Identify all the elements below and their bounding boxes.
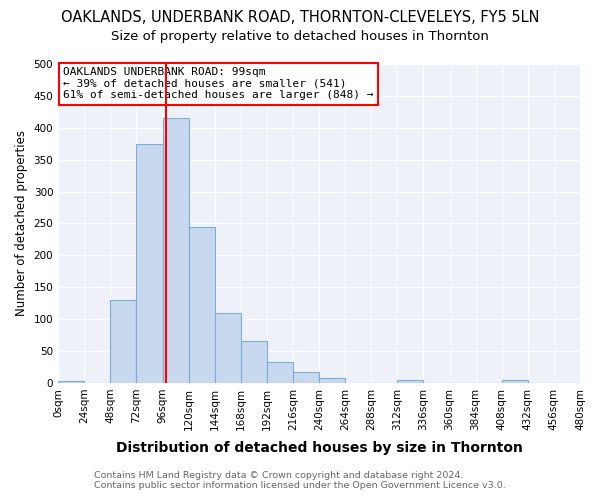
- Bar: [188, 226, 215, 383]
- Bar: [110, 300, 136, 383]
- Bar: [502, 380, 528, 383]
- Bar: [163, 118, 188, 383]
- X-axis label: Distribution of detached houses by size in Thornton: Distribution of detached houses by size …: [116, 441, 523, 455]
- Y-axis label: Number of detached properties: Number of detached properties: [15, 130, 28, 316]
- Text: Contains HM Land Registry data © Crown copyright and database right 2024.
Contai: Contains HM Land Registry data © Crown c…: [94, 470, 506, 490]
- Bar: [136, 144, 163, 383]
- Bar: [267, 362, 293, 383]
- Bar: [58, 381, 84, 383]
- Bar: [319, 378, 345, 383]
- Text: OAKLANDS UNDERBANK ROAD: 99sqm
← 39% of detached houses are smaller (541)
61% of: OAKLANDS UNDERBANK ROAD: 99sqm ← 39% of …: [64, 67, 374, 100]
- Text: Size of property relative to detached houses in Thornton: Size of property relative to detached ho…: [111, 30, 489, 43]
- Text: OAKLANDS, UNDERBANK ROAD, THORNTON-CLEVELEYS, FY5 5LN: OAKLANDS, UNDERBANK ROAD, THORNTON-CLEVE…: [61, 10, 539, 25]
- Bar: [293, 372, 319, 383]
- Bar: [215, 312, 241, 383]
- Bar: [241, 342, 267, 383]
- Bar: [397, 380, 424, 383]
